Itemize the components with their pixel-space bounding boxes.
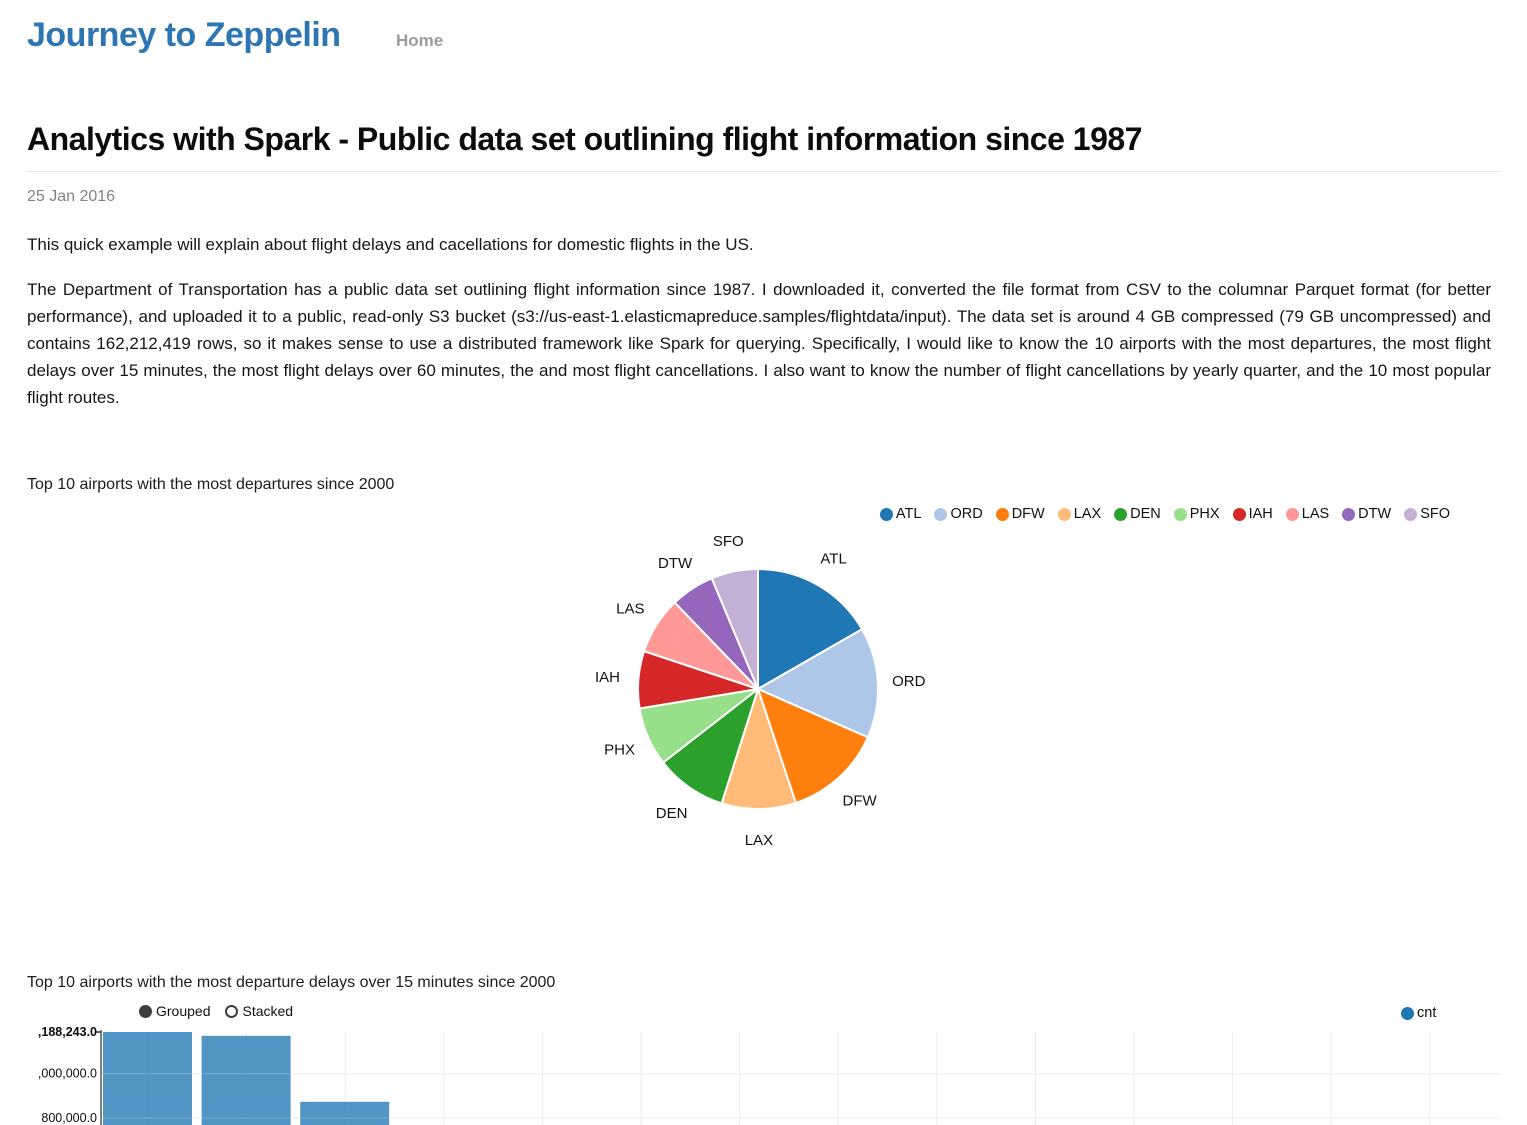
legend-DEN-icon [1114,507,1128,521]
legend-DFW-label: DFW [1011,506,1045,522]
pie-slice-LAX[interactable] [720,685,798,810]
pie-legend-item-ORD[interactable]: ORD [934,506,983,522]
stacked-radio[interactable]: Stacked [225,1003,293,1019]
legend-IAH-icon [1232,507,1246,521]
nav-home-link[interactable]: Home [396,31,444,50]
site-title-link[interactable]: Journey to Zeppelin [27,16,341,54]
stacked-radio-label: Stacked [242,1003,294,1019]
pie-legend-item-LAX[interactable]: LAX [1057,506,1102,522]
pie-legend-item-ATL[interactable]: ATL [879,506,922,522]
pie-legend-item-LAS[interactable]: LAS [1285,506,1330,522]
legend-DFW-icon [995,507,1009,521]
bar-y-tick-label-1: ,000,000.0 [38,1067,97,1081]
legend-DEN-label: DEN [1130,506,1161,522]
pie-slice-SFO[interactable] [710,567,759,690]
legend-LAS-icon [1285,507,1299,521]
pie-label-DFW: DFW [843,793,878,810]
pie-label-LAS: LAS [616,601,644,618]
pie-label-DEN: DEN [656,805,688,822]
pie-legend-item-PHX[interactable]: PHX [1173,506,1220,522]
pie-label-ATL: ATL [820,550,846,567]
pie-label-LAX: LAX [745,832,773,847]
pie-slice-ORD[interactable] [755,627,879,739]
bar-chart-legend-item-cnt[interactable]: cnt [1401,1005,1436,1021]
post-title: Analytics with Spark - Public data set o… [27,121,1500,172]
pie-legend-item-DEN[interactable]: DEN [1114,506,1161,522]
pie-chart: ATL ORD DFW LAX DEN PHX IAH LAS DTW SFO [595,533,926,847]
legend-ORD-label: ORD [950,506,983,522]
legend-IAH-label: IAH [1248,506,1273,522]
bar-chart-mode-controls: Grouped Stacked [139,1003,293,1019]
legend-ORD-icon [934,507,948,521]
bar-cnt-1[interactable] [201,1035,291,1125]
grouped-radio[interactable]: Grouped [139,1003,210,1019]
pie-label-DTW: DTW [658,555,693,572]
pie-slice-ATL[interactable] [757,567,864,691]
post-date: 25 Jan 2016 [27,188,116,205]
legend-DTW-icon [1342,507,1356,521]
pie-legend-item-SFO[interactable]: SFO [1404,506,1450,522]
legend-cnt-label: cnt [1417,1005,1437,1021]
legend-LAS-label: LAS [1301,506,1330,522]
legend-SFO-icon [1404,507,1418,521]
radio-selected-icon [139,1004,152,1018]
radio-unselected-icon [225,1004,239,1018]
pie-label-PHX: PHX [604,741,635,758]
bar-chart: ,188,243.0 ,000,000.0 800,000.0 [38,1026,1500,1125]
legend-LAX-icon [1057,507,1071,521]
legend-PHX-label: PHX [1189,506,1220,522]
legend-DTW-label: DTW [1358,506,1392,522]
pie-label-SFO: SFO [713,533,744,550]
pie-label-IAH: IAH [595,669,620,686]
legend-PHX-icon [1173,507,1187,521]
pie-legend-item-IAH[interactable]: IAH [1232,506,1273,522]
grouped-radio-label: Grouped [156,1003,211,1019]
legend-SFO-label: SFO [1420,506,1450,522]
pie-chart-legend: ATL ORD DFW LAX DEN PHX IAH LAS DTW SFO [879,506,1450,522]
post-paragraph-2: The Department of Transportation has a p… [27,280,1491,407]
legend-ATL-icon [879,507,893,521]
bar-chart-title: Top 10 airports with the most departure … [27,974,556,991]
pie-legend-item-DTW[interactable]: DTW [1342,506,1391,522]
pie-legend-item-DFW[interactable]: DFW [995,506,1045,522]
bar-cnt-2[interactable] [300,1101,390,1125]
bar-y-tick-label-2: 800,000.0 [41,1111,97,1125]
pie-slice-DFW[interactable] [756,687,870,805]
legend-LAX-label: LAX [1073,506,1102,522]
legend-ATL-label: ATL [895,506,922,522]
pie-label-ORD: ORD [892,673,926,690]
legend-cnt-icon [1401,1006,1414,1020]
pie-chart-title: Top 10 airports with the most departures… [27,476,395,493]
bar-y-tick-label-0: ,188,243.0 [38,1026,97,1039]
post-paragraph-1: This quick example will explain about fl… [27,235,754,254]
bar-cnt-0[interactable] [103,1032,192,1125]
